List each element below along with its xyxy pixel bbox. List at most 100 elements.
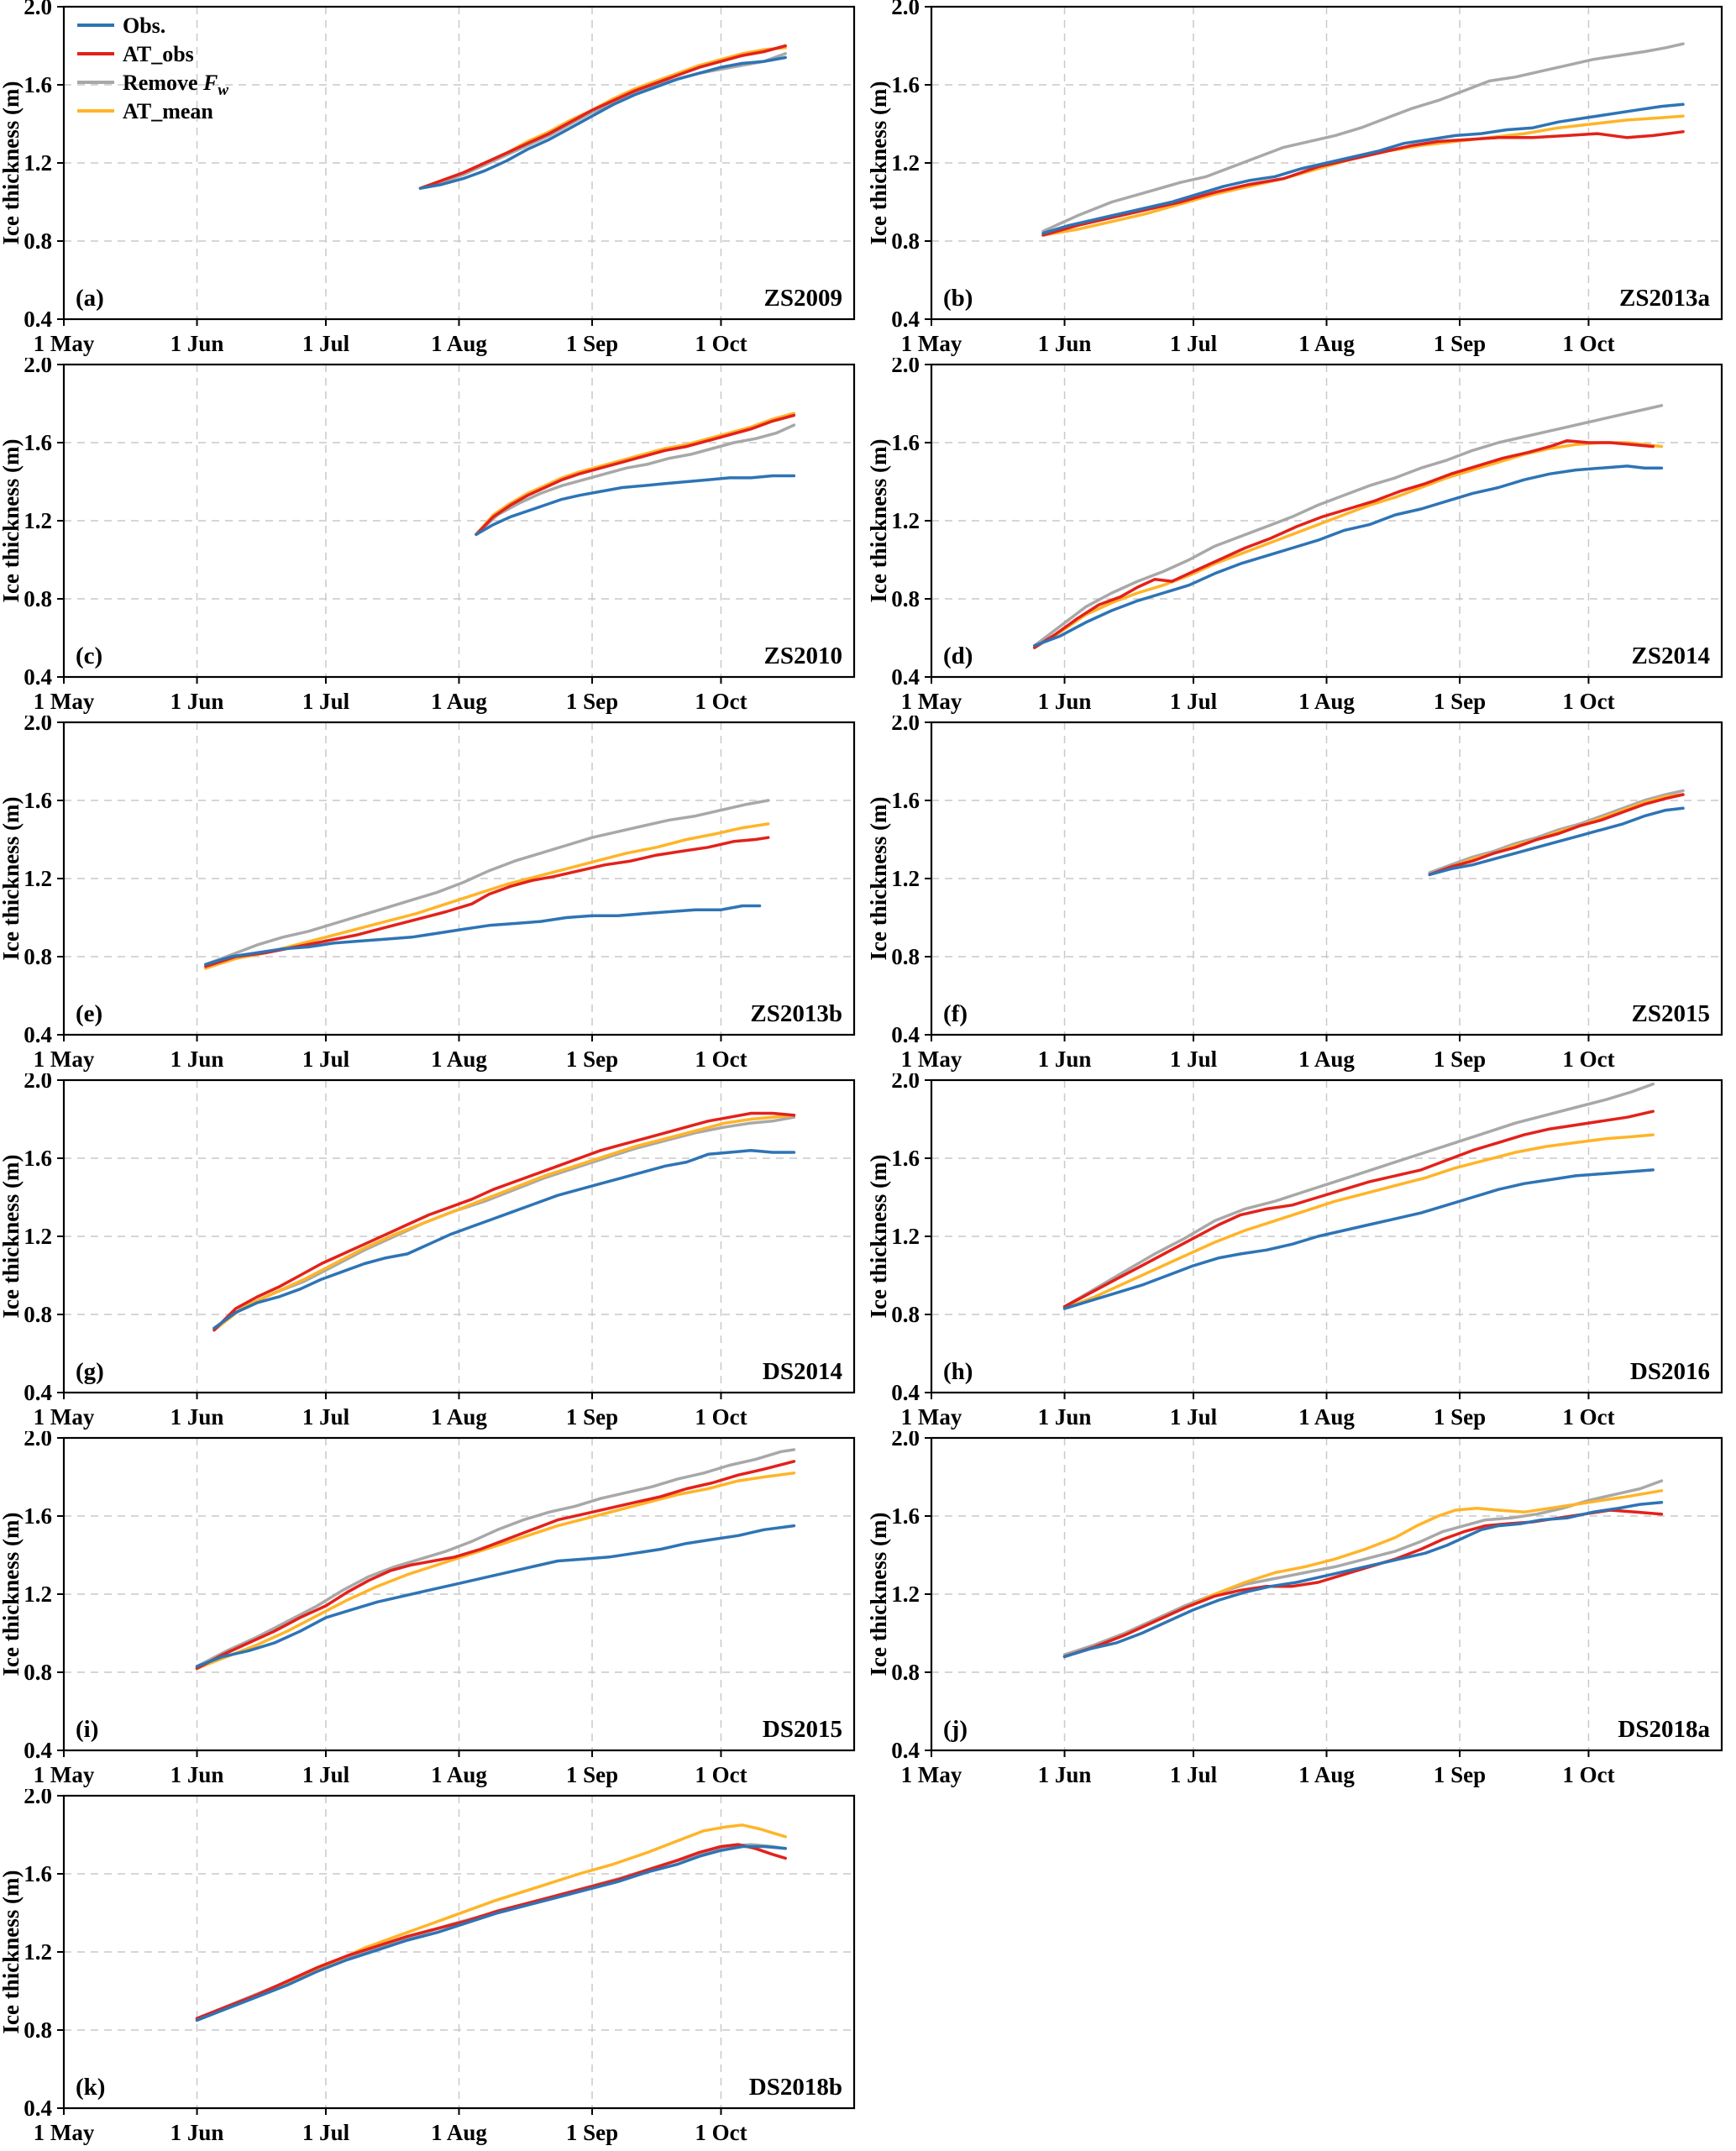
y-tick-label: 1.6 [891, 430, 920, 455]
station-label: ZS2015 [1632, 1000, 1710, 1027]
panel-letter: (e) [76, 1000, 102, 1027]
x-tick-label: 1 Jul [302, 1762, 350, 1787]
station-label: DS2016 [1630, 1358, 1710, 1385]
x-tick-label: 1 Aug [1298, 1762, 1355, 1787]
series-line-remove_fw [1041, 42, 1685, 233]
series-line-obs [1428, 806, 1685, 877]
y-tick-label: 0.4 [24, 1738, 52, 1763]
y-tick-label: 0.4 [891, 307, 920, 332]
panel-g-cell: 1 May 1 Jun 1 Jul 1 Aug 1 Sep 1 Oct 0.4 0.8 1.2 1… [0, 1073, 868, 1431]
x-tick-label: 1 Sep [566, 1047, 618, 1072]
x-tick-label: 1 Jul [1170, 1762, 1218, 1787]
y-axis-title: Ice thickness (m) [0, 439, 24, 603]
series-line-remove_fw [475, 423, 796, 537]
series-line-at_obs [1032, 438, 1655, 649]
x-tick-label: 1 Sep [566, 689, 618, 714]
y-tick-label: 1.2 [24, 1582, 52, 1607]
x-tick-label: 1 May [901, 331, 962, 356]
x-tick-label: 1 Jul [302, 1404, 350, 1430]
x-tick-label: 1 Oct [1562, 689, 1614, 714]
y-tick-label: 1.6 [891, 1503, 920, 1529]
x-tick-label: 1 Jul [302, 689, 350, 714]
panel-chart-ZS2009: 1 May 1 Jun 1 Jul 1 Aug 1 Sep 1 Oct 0.4 0.8 1.2 1… [0, 0, 856, 356]
y-tick-label: 1.2 [24, 150, 52, 176]
y-tick-label: 0.8 [24, 586, 52, 611]
x-tick-label: 1 May [34, 689, 95, 714]
x-tick-label: 1 Aug [1298, 1404, 1355, 1430]
x-tick-label: 1 Aug [1298, 1047, 1355, 1072]
series-line-at_obs [212, 1111, 796, 1332]
x-tick-label: 1 Jun [1038, 689, 1092, 714]
x-tick-label: 1 Jun [1038, 1047, 1092, 1072]
y-axis-title: Ice thickness (m) [868, 1513, 891, 1676]
y-tick-label: 1.6 [24, 1861, 52, 1886]
y-tick-label: 1.6 [24, 1146, 52, 1171]
x-tick-label: 1 May [901, 689, 962, 714]
x-tick-label: 1 Sep [566, 331, 618, 356]
panel-b-cell: 1 May 1 Jun 1 Jul 1 Aug 1 Sep 1 Oct 0.4 0.8 1.2 1… [868, 0, 1736, 358]
panel-chart-ZS2010: 1 May 1 Jun 1 Jul 1 Aug 1 Sep 1 Oct 0.4 0.8 1.2 1… [0, 358, 856, 714]
x-tick-label: 1 Oct [1562, 1404, 1614, 1430]
y-tick-label: 0.8 [24, 228, 52, 254]
y-axis-title: Ice thickness (m) [868, 81, 891, 245]
y-tick-label: 1.6 [24, 788, 52, 813]
panel-chart-DS2015: 1 May 1 Jun 1 Jul 1 Aug 1 Sep 1 Oct 0.4 0.8 1.2 1… [0, 1431, 856, 1787]
series-line-remove_fw [204, 799, 770, 967]
series-line-obs [418, 55, 787, 190]
y-tick-label: 0.8 [24, 2017, 52, 2043]
panel-d-cell: 1 May 1 Jun 1 Jul 1 Aug 1 Sep 1 Oct 0.4 0.8 1.2 1… [868, 358, 1736, 716]
series-line-obs [195, 1844, 787, 2022]
x-tick-label: 1 Oct [1562, 331, 1614, 356]
x-tick-label: 1 Sep [566, 1762, 618, 1787]
y-tick-label: 2.0 [24, 1789, 52, 1808]
panel-letter: (h) [943, 1358, 973, 1385]
y-tick-label: 2.0 [24, 358, 52, 377]
x-tick-label: 1 Oct [695, 2120, 747, 2145]
x-tick-label: 1 Sep [1434, 331, 1486, 356]
y-tick-label: 0.4 [24, 1380, 52, 1405]
series-line-at_mean [1032, 441, 1664, 649]
x-tick-label: 1 Jul [302, 1047, 350, 1072]
series-line-at_obs [1062, 1508, 1664, 1659]
y-tick-label: 0.4 [24, 1022, 52, 1047]
x-tick-label: 1 Aug [431, 1047, 487, 1072]
panel-chart-DS2018a: 1 May 1 Jun 1 Jul 1 Aug 1 Sep 1 Oct 0.4 0.8 1.2 1… [868, 1431, 1723, 1787]
legend-label-obs: Obs. [123, 13, 165, 38]
station-label: DS2018a [1618, 1716, 1710, 1743]
station-label: ZS2010 [764, 643, 842, 669]
panel-letter: (f) [943, 1000, 968, 1027]
y-tick-label: 1.2 [24, 508, 52, 533]
x-tick-label: 1 Jun [1038, 331, 1092, 356]
panel-chart-ZS2014: 1 May 1 Jun 1 Jul 1 Aug 1 Sep 1 Oct 0.4 0.8 1.2 1… [868, 358, 1723, 714]
y-axis-title: Ice thickness (m) [0, 797, 24, 961]
legend-label-remove_fw: Remove Fw [123, 71, 228, 99]
y-tick-label: 1.6 [24, 430, 52, 455]
y-axis-title: Ice thickness (m) [0, 1513, 24, 1676]
panel-j-cell: 1 May 1 Jun 1 Jul 1 Aug 1 Sep 1 Oct 0.4 0.8 1.2 1… [868, 1431, 1736, 1789]
x-tick-label: 1 Jun [170, 1404, 224, 1430]
x-tick-label: 1 Aug [1298, 689, 1355, 714]
y-tick-label: 0.4 [891, 1380, 920, 1405]
series-line-obs [212, 1148, 796, 1330]
y-tick-label: 0.8 [891, 1302, 920, 1327]
series-line-at_obs [475, 413, 796, 537]
panel-chart-DS2018b: 1 May 1 Jun 1 Jul 1 Aug 1 Sep 1 Oct 0.4 0.8 1.2 1… [0, 1789, 856, 2145]
y-tick-label: 2.0 [24, 1431, 52, 1451]
series-line-at_obs [1428, 793, 1685, 877]
panel-chart-ZS2013b: 1 May 1 Jun 1 Jul 1 Aug 1 Sep 1 Oct 0.4 0.8 1.2 1… [0, 716, 856, 1072]
series-line-remove_fw [195, 1843, 787, 2020]
y-tick-label: 0.8 [24, 1302, 52, 1327]
y-axis-title: Ice thickness (m) [868, 797, 891, 961]
series-line-obs [204, 904, 762, 967]
y-axis-title: Ice thickness (m) [0, 81, 24, 245]
panel-letter: (d) [943, 643, 973, 669]
station-label: ZS2013a [1619, 285, 1710, 312]
x-tick-label: 1 Sep [566, 2120, 618, 2145]
station-label: ZS2009 [764, 285, 842, 312]
x-tick-label: 1 Oct [695, 1404, 747, 1430]
series-line-remove_fw [1062, 1082, 1655, 1309]
panel-letter: (g) [76, 1358, 104, 1385]
panel-letter: (c) [76, 643, 102, 669]
x-tick-label: 1 Oct [695, 331, 747, 356]
y-axis-title: Ice thickness (m) [0, 1155, 24, 1319]
